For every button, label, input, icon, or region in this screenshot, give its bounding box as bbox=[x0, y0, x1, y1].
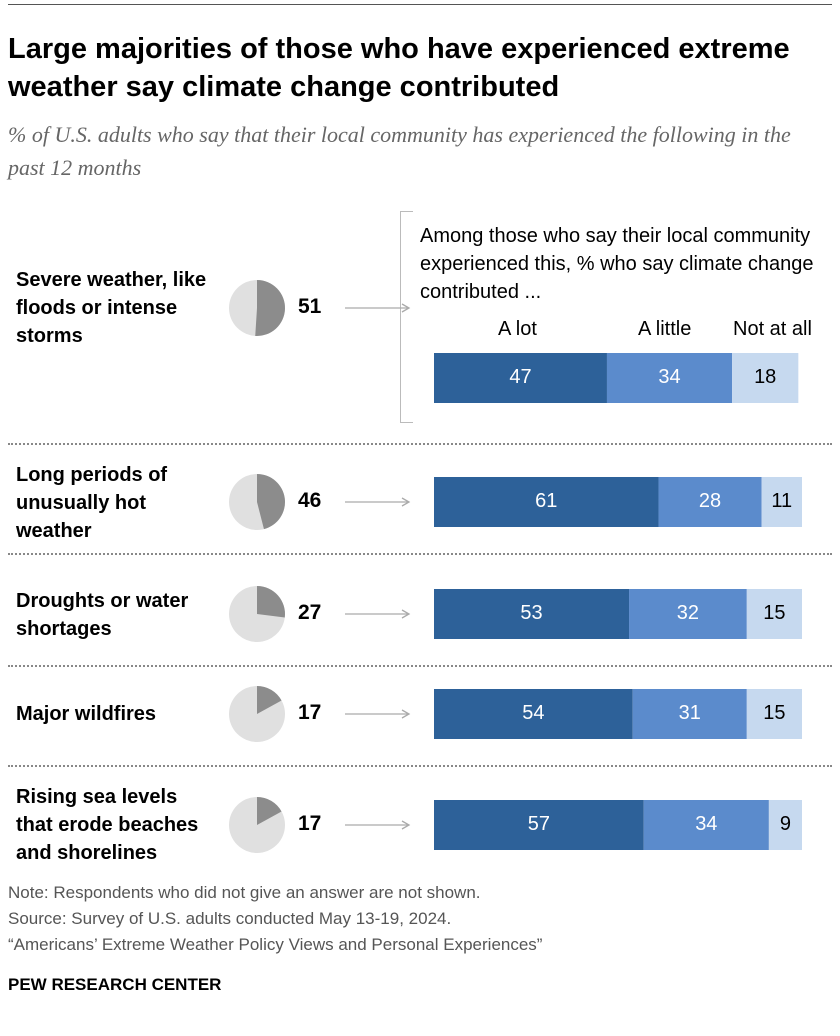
category-label: Severe weather, like floods or intense s… bbox=[16, 269, 207, 347]
legend-not-at-all: Not at all bbox=[733, 318, 812, 340]
legend-a-little: A little bbox=[638, 318, 692, 340]
bar-segment bbox=[434, 589, 630, 639]
arrow-head-icon bbox=[401, 820, 411, 830]
bracket bbox=[400, 211, 413, 423]
bar-segment bbox=[629, 589, 747, 639]
chart-subtitle: % of U.S. adults who say that their loca… bbox=[8, 122, 791, 180]
bar-segment bbox=[434, 353, 607, 403]
bar-value: 47 bbox=[509, 366, 532, 388]
bar-value: 15 bbox=[763, 602, 786, 624]
bar-segment bbox=[768, 800, 802, 850]
bar-segment bbox=[746, 589, 802, 639]
bar-value: 9 bbox=[779, 813, 791, 835]
experienced-value: 17 bbox=[298, 701, 322, 724]
bar-value: 15 bbox=[763, 702, 786, 724]
arrow-head-icon bbox=[401, 303, 411, 313]
chart-title: Large majorities of those who have exper… bbox=[8, 33, 790, 103]
pie-slice bbox=[257, 797, 282, 825]
category-label: Rising sea levels that erode beaches and… bbox=[16, 786, 199, 864]
report-title: “Americans’ Extreme Weather Policy Views… bbox=[8, 935, 543, 954]
bar-value: 32 bbox=[676, 602, 700, 624]
arrow-head-icon bbox=[401, 609, 411, 619]
bar-value: 54 bbox=[522, 702, 545, 724]
bar-value: 28 bbox=[698, 490, 722, 512]
bar-value: 11 bbox=[771, 490, 793, 512]
arrow-head-icon bbox=[401, 497, 411, 507]
bar-segment bbox=[434, 477, 659, 527]
bar-segment bbox=[658, 477, 762, 527]
intro-text: Among those who say their local communit… bbox=[420, 225, 814, 303]
experienced-value: 17 bbox=[298, 812, 322, 835]
bar-value: 53 bbox=[520, 602, 543, 624]
bar-segment bbox=[434, 800, 644, 850]
bar-segment bbox=[606, 353, 733, 403]
note: Note: Respondents who did not give an an… bbox=[8, 883, 481, 902]
category-label: Long periods of unusually hot weather bbox=[16, 464, 168, 542]
bar-value: 57 bbox=[527, 813, 550, 835]
bar-segment bbox=[761, 477, 802, 527]
pie-slice bbox=[255, 280, 285, 336]
bar-value: 31 bbox=[678, 702, 701, 724]
top-rule bbox=[8, 4, 832, 5]
bar-segment bbox=[632, 689, 747, 739]
category-label: Droughts or water shortages bbox=[16, 590, 189, 640]
legend-a-lot: A lot bbox=[498, 318, 537, 340]
separator bbox=[8, 665, 832, 667]
separator bbox=[8, 443, 832, 445]
separator bbox=[8, 765, 832, 767]
pie-slice bbox=[257, 474, 285, 530]
bar-value: 34 bbox=[658, 366, 681, 388]
bar-value: 61 bbox=[535, 490, 558, 512]
experienced-value: 46 bbox=[298, 489, 322, 512]
bar-segment bbox=[746, 689, 802, 739]
bar-segment bbox=[643, 800, 769, 850]
category-label: Major wildfires bbox=[16, 703, 157, 725]
experienced-value: 27 bbox=[298, 601, 322, 624]
experienced-value: 51 bbox=[298, 295, 322, 318]
arrow-head-icon bbox=[401, 709, 411, 719]
bar-value: 34 bbox=[695, 813, 718, 835]
brand-logo: PEW RESEARCH CENTER bbox=[8, 975, 222, 994]
pie-slice bbox=[257, 586, 285, 618]
separator bbox=[8, 553, 832, 555]
bar-value: 18 bbox=[754, 366, 777, 388]
bar-segment bbox=[434, 689, 633, 739]
bar-segment bbox=[732, 353, 799, 403]
source: Source: Survey of U.S. adults conducted … bbox=[8, 909, 452, 928]
pie-slice bbox=[257, 686, 282, 714]
